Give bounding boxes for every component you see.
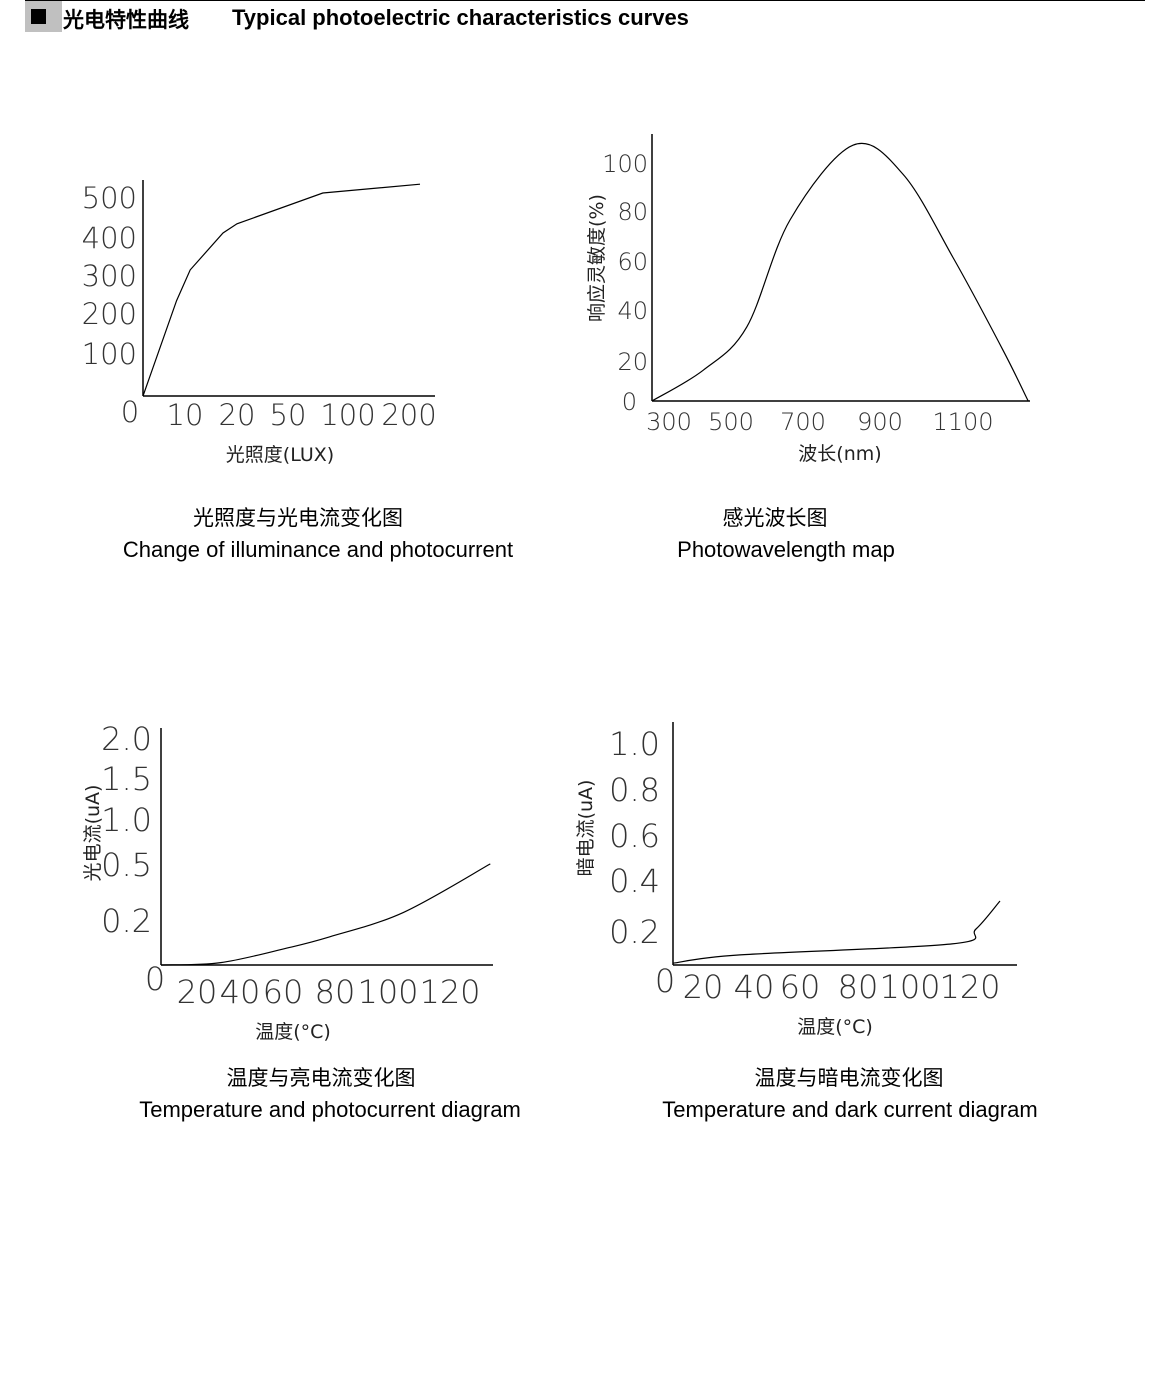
y-tick-label: 0.5 <box>101 846 152 884</box>
chart-title-zh: 温度与暗电流变化图 <box>755 1066 944 1090</box>
y-tick-label: 0.4 <box>609 862 660 900</box>
chart-title-en: Temperature and dark current diagram <box>662 1097 1037 1122</box>
y-tick-label: 0.6 <box>609 817 660 855</box>
y-tick-label: 60 <box>617 248 648 276</box>
x-tick-label: 900 <box>857 408 903 436</box>
y-tick-label: 1.0 <box>609 725 660 763</box>
y-axis-label: 光电流(uA) <box>82 785 104 882</box>
x-tick-label: 40 <box>734 968 775 1006</box>
x-tick-label: 200 <box>381 398 436 432</box>
section-title-zh: 光电特性曲线 <box>63 8 189 32</box>
chart-title-en: Change of illuminance and photocurrent <box>123 537 513 562</box>
x-tick-label: 500 <box>708 408 754 436</box>
x-tick-label: 20 <box>177 973 218 1011</box>
y-tick-label: 20 <box>617 348 648 376</box>
x-tick-label: 20 <box>683 968 724 1006</box>
y-tick-label: 100 <box>82 337 137 371</box>
x-axis-label: 波长(nm) <box>798 443 881 465</box>
x-tick-label: 10 <box>167 398 204 432</box>
x-tick-label: 300 <box>646 408 692 436</box>
x-tick-label: 120 <box>419 973 480 1011</box>
y-axis-label: 暗电流(uA) <box>575 780 597 877</box>
x-axis-label: 温度(°C) <box>255 1021 331 1043</box>
y-tick-label: 100 <box>602 150 648 178</box>
series-line <box>651 142 1029 402</box>
x-tick-label: 0 <box>655 962 675 1000</box>
chart-title-en: Temperature and photocurrent diagram <box>139 1097 521 1122</box>
section-title-en: Typical photoelectric characteristics cu… <box>232 5 689 30</box>
chart-title-zh: 温度与亮电流变化图 <box>227 1066 416 1090</box>
x-tick-label: 60 <box>780 968 821 1006</box>
x-tick-label: 80 <box>838 968 879 1006</box>
x-tick-label: 80 <box>315 973 356 1011</box>
x-tick-label: 20 <box>219 398 256 432</box>
y-tick-label: 2.0 <box>101 720 152 758</box>
x-tick-label: 0 <box>145 960 165 998</box>
header-rule <box>25 0 1145 1</box>
y-tick-label: 300 <box>82 259 137 293</box>
x-tick-label: 100 <box>320 398 375 432</box>
x-axis-label: 光照度(LUX) <box>226 444 334 466</box>
y-tick-label: 500 <box>82 181 137 215</box>
series-line <box>672 900 1001 964</box>
y-axis-label: 响应灵敏度(%) <box>586 194 608 322</box>
y-tick-label: 400 <box>82 221 137 255</box>
y-tick-label: 0.8 <box>609 771 660 809</box>
chart-title-zh: 感光波长图 <box>723 506 828 530</box>
black-square-icon <box>31 9 46 24</box>
series-line <box>142 183 421 397</box>
x-tick-label: 120 <box>939 968 1000 1006</box>
y-tick-label: 200 <box>82 297 137 331</box>
y-tick-label: 80 <box>617 198 648 226</box>
x-tick-label: 100 <box>357 973 418 1011</box>
x-tick-label: 60 <box>263 973 304 1011</box>
x-tick-label: 1100 <box>932 408 993 436</box>
y-tick-label: 1.0 <box>101 801 152 839</box>
y-tick-label: 1.5 <box>101 760 152 798</box>
x-axis-label: 温度(°C) <box>797 1016 873 1038</box>
y-tick-label: 0 <box>622 388 637 416</box>
x-tick-label: 100 <box>879 968 940 1006</box>
chart-title-zh: 光照度与光电流变化图 <box>193 506 403 530</box>
y-tick-label: 0.2 <box>101 902 152 940</box>
y-tick-label: 0.2 <box>609 913 660 951</box>
x-tick-label: 50 <box>270 398 307 432</box>
x-tick-label: 700 <box>780 408 826 436</box>
y-tick-label: 40 <box>617 297 648 325</box>
series-line <box>160 863 491 966</box>
x-tick-label: 0 <box>121 395 139 429</box>
x-tick-label: 40 <box>220 973 261 1011</box>
chart-title-en: Photowavelength map <box>677 537 895 562</box>
